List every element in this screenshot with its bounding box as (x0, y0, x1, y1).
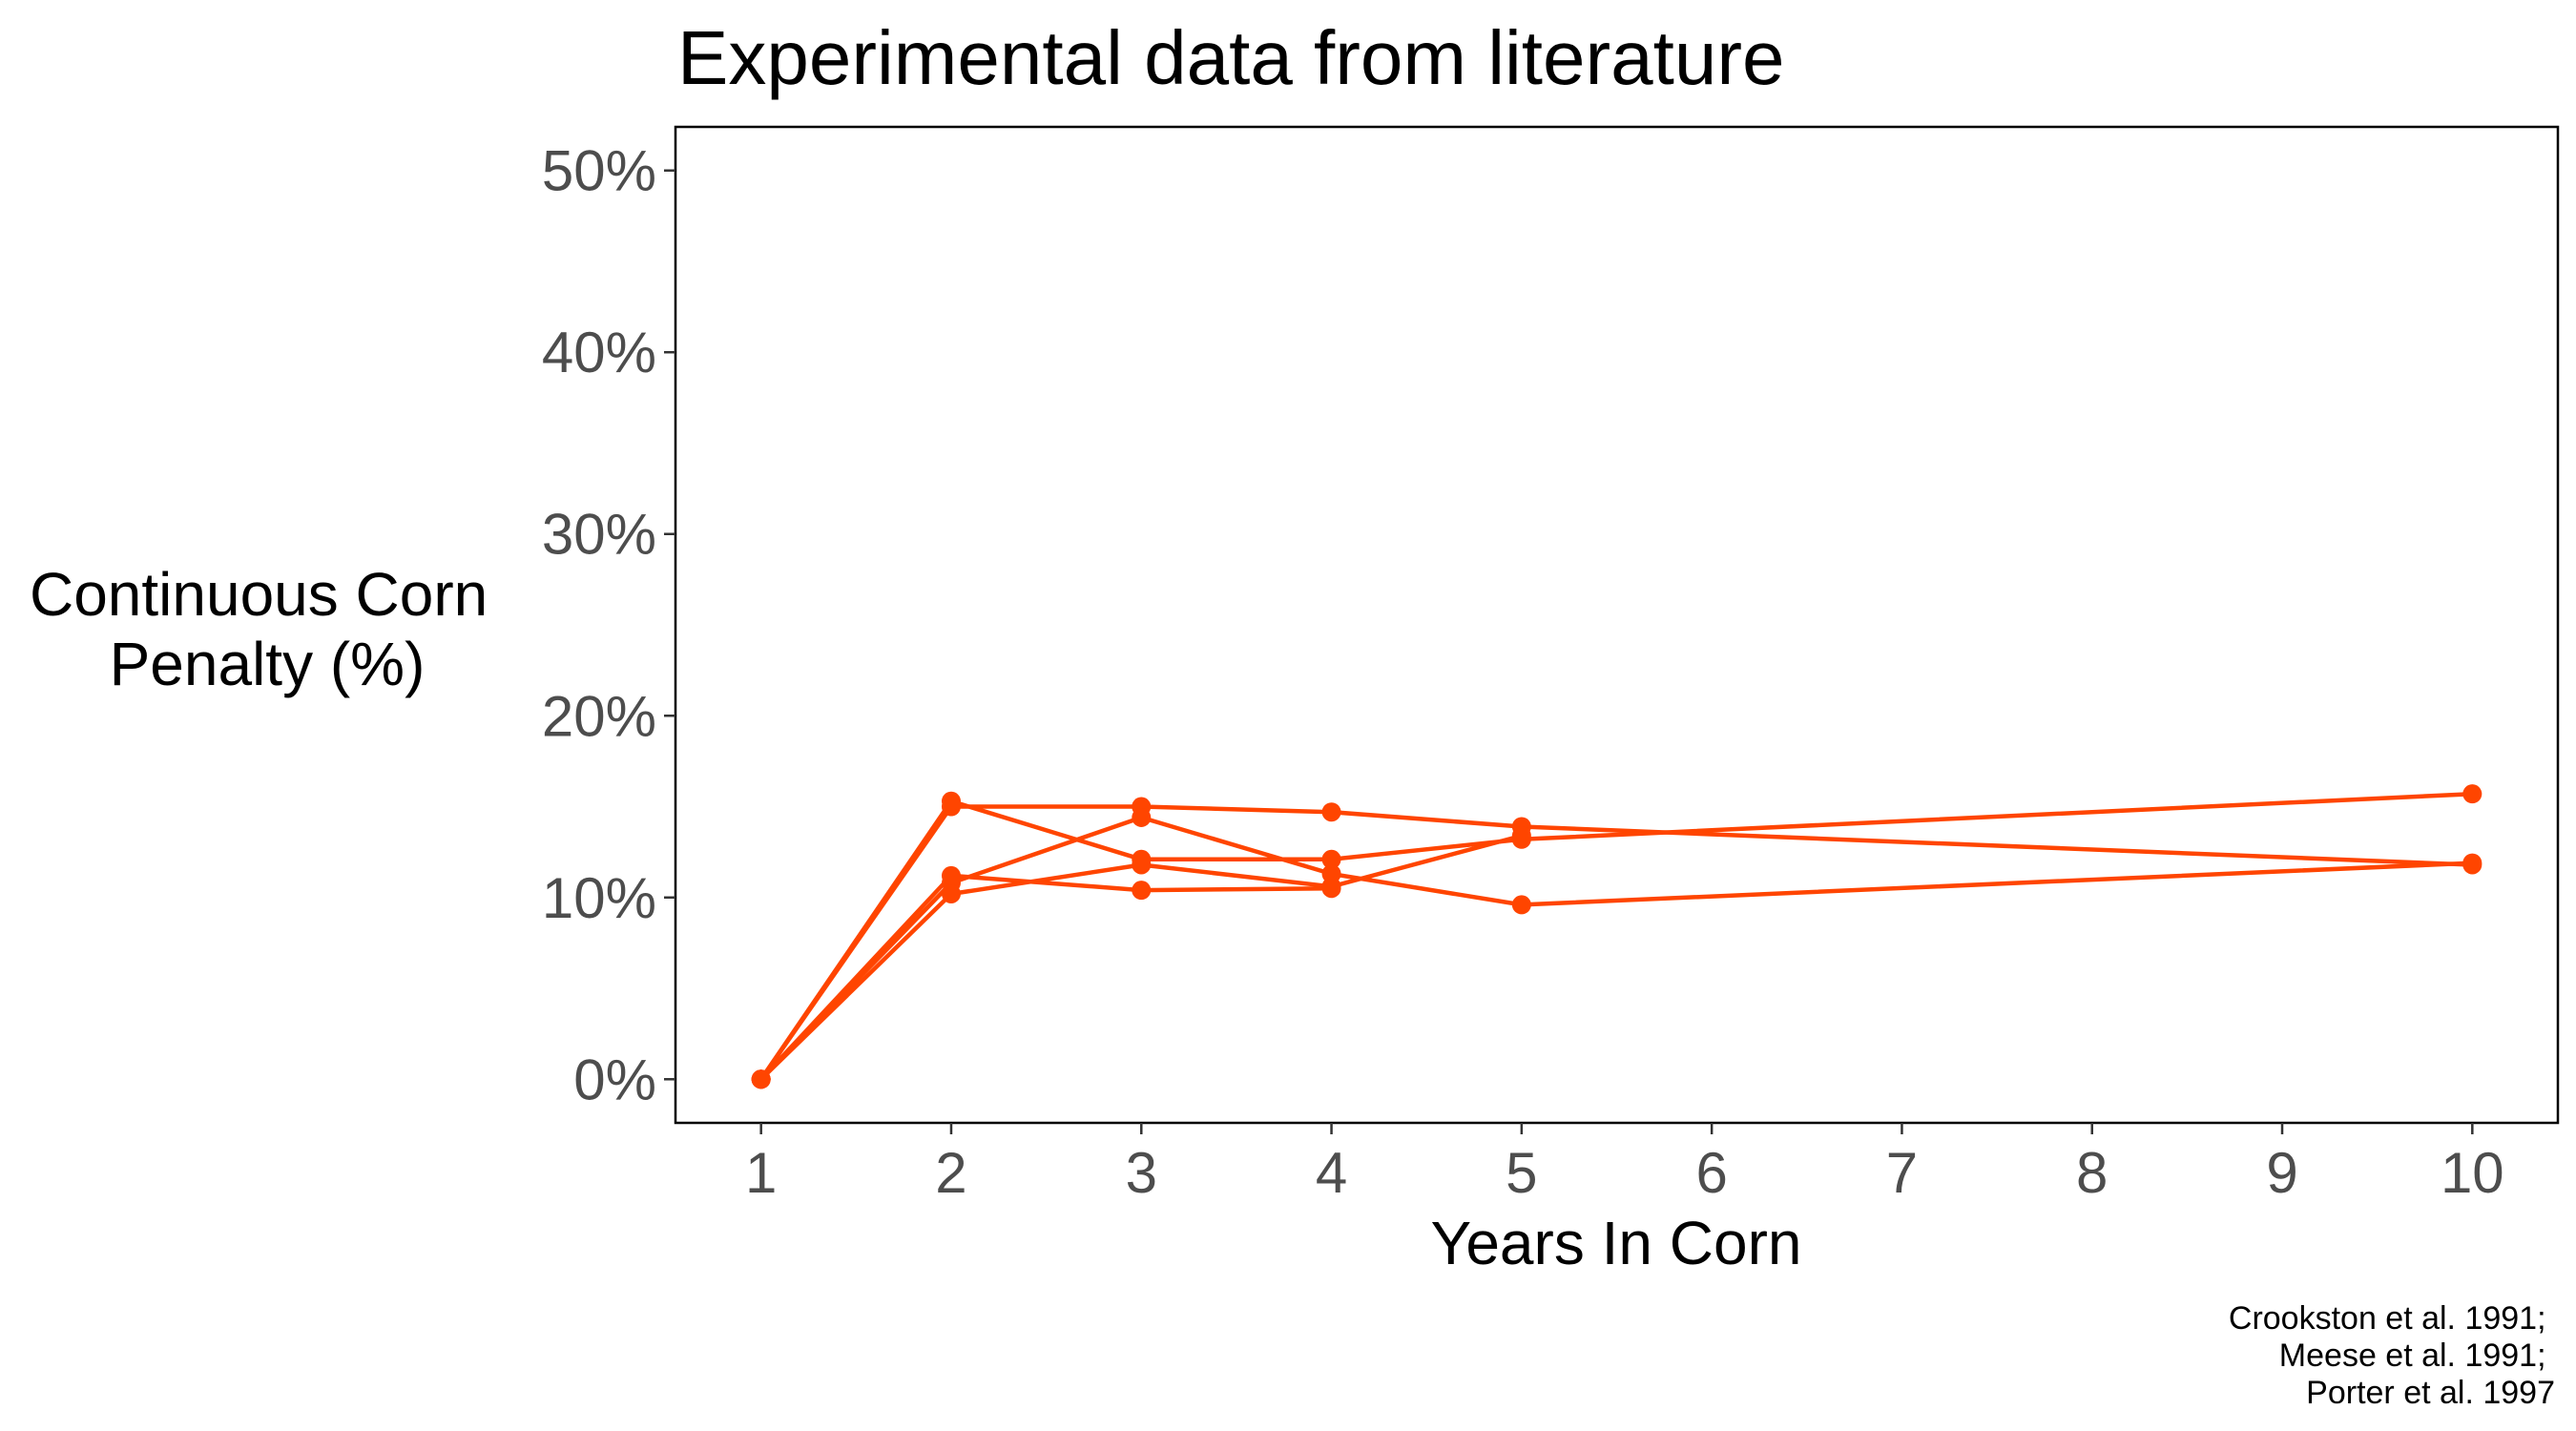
series-5-point (751, 1069, 771, 1089)
y-tick-label: 30% (542, 503, 656, 567)
series-4-point (941, 883, 961, 903)
x-tick-label: 9 (2266, 1141, 2297, 1205)
x-tick-label: 3 (1126, 1141, 1157, 1205)
y-tick-label: 20% (542, 684, 656, 748)
x-tick-label: 6 (1695, 1141, 1727, 1205)
x-tick-label: 10 (2441, 1141, 2504, 1205)
series-3-line (759, 815, 2473, 1081)
series-3-point (2462, 853, 2483, 873)
series-5-line (759, 873, 1332, 1081)
y-tick-label: 10% (542, 866, 656, 930)
series-1-line (758, 804, 2473, 1081)
y-axis-title-line-1: Continuous Corn (30, 560, 488, 629)
series-layer (751, 784, 2483, 1089)
plot-panel (674, 125, 2560, 1125)
y-tick-label: 40% (542, 321, 656, 384)
y-axis: 0% 10% 20% 30% 40% 50% (542, 139, 675, 1111)
x-tick-label: 5 (1506, 1141, 1537, 1205)
y-axis-title: Continuous Corn Penalty (%) (30, 560, 505, 698)
x-tick-label: 1 (745, 1141, 777, 1205)
caption: Crookston et al. 1991; Meese et al. 1991… (2229, 1300, 2555, 1411)
series-5-point (1132, 881, 1152, 901)
series-5-point (941, 865, 961, 885)
x-axis-title: Years In Corn (1431, 1209, 1802, 1277)
x-tick-label: 4 (1316, 1141, 1347, 1205)
y-tick-label: 50% (542, 139, 656, 203)
series-2-point (1321, 849, 1341, 869)
x-tick-label: 2 (935, 1141, 966, 1205)
series-3-point (1132, 807, 1152, 827)
x-axis: 1 2 3 4 5 6 7 8 9 10 (745, 1123, 2504, 1205)
caption-line-1: Crookston et al. 1991; (2229, 1300, 2546, 1337)
x-tick-label: 8 (2076, 1141, 2108, 1205)
y-axis-title-line-2: Penalty (%) (110, 630, 426, 698)
x-tick-label: 7 (1886, 1141, 1918, 1205)
series-1-point (1321, 802, 1341, 822)
chart-title: Experimental data from literature (677, 15, 1785, 100)
series-4-point (1511, 825, 1531, 845)
caption-line-3: Porter et al. 1997 (2306, 1375, 2555, 1411)
series-2-point (2462, 784, 2483, 804)
series-2-line (758, 791, 2473, 1081)
y-tick-label: 0% (573, 1047, 656, 1111)
series-3-point (1511, 895, 1531, 915)
caption-line-2: Meese et al. 1991; (2279, 1338, 2546, 1374)
series-2-point (941, 791, 961, 811)
series-4-point (1132, 855, 1152, 875)
series-5-point (1321, 879, 1341, 899)
